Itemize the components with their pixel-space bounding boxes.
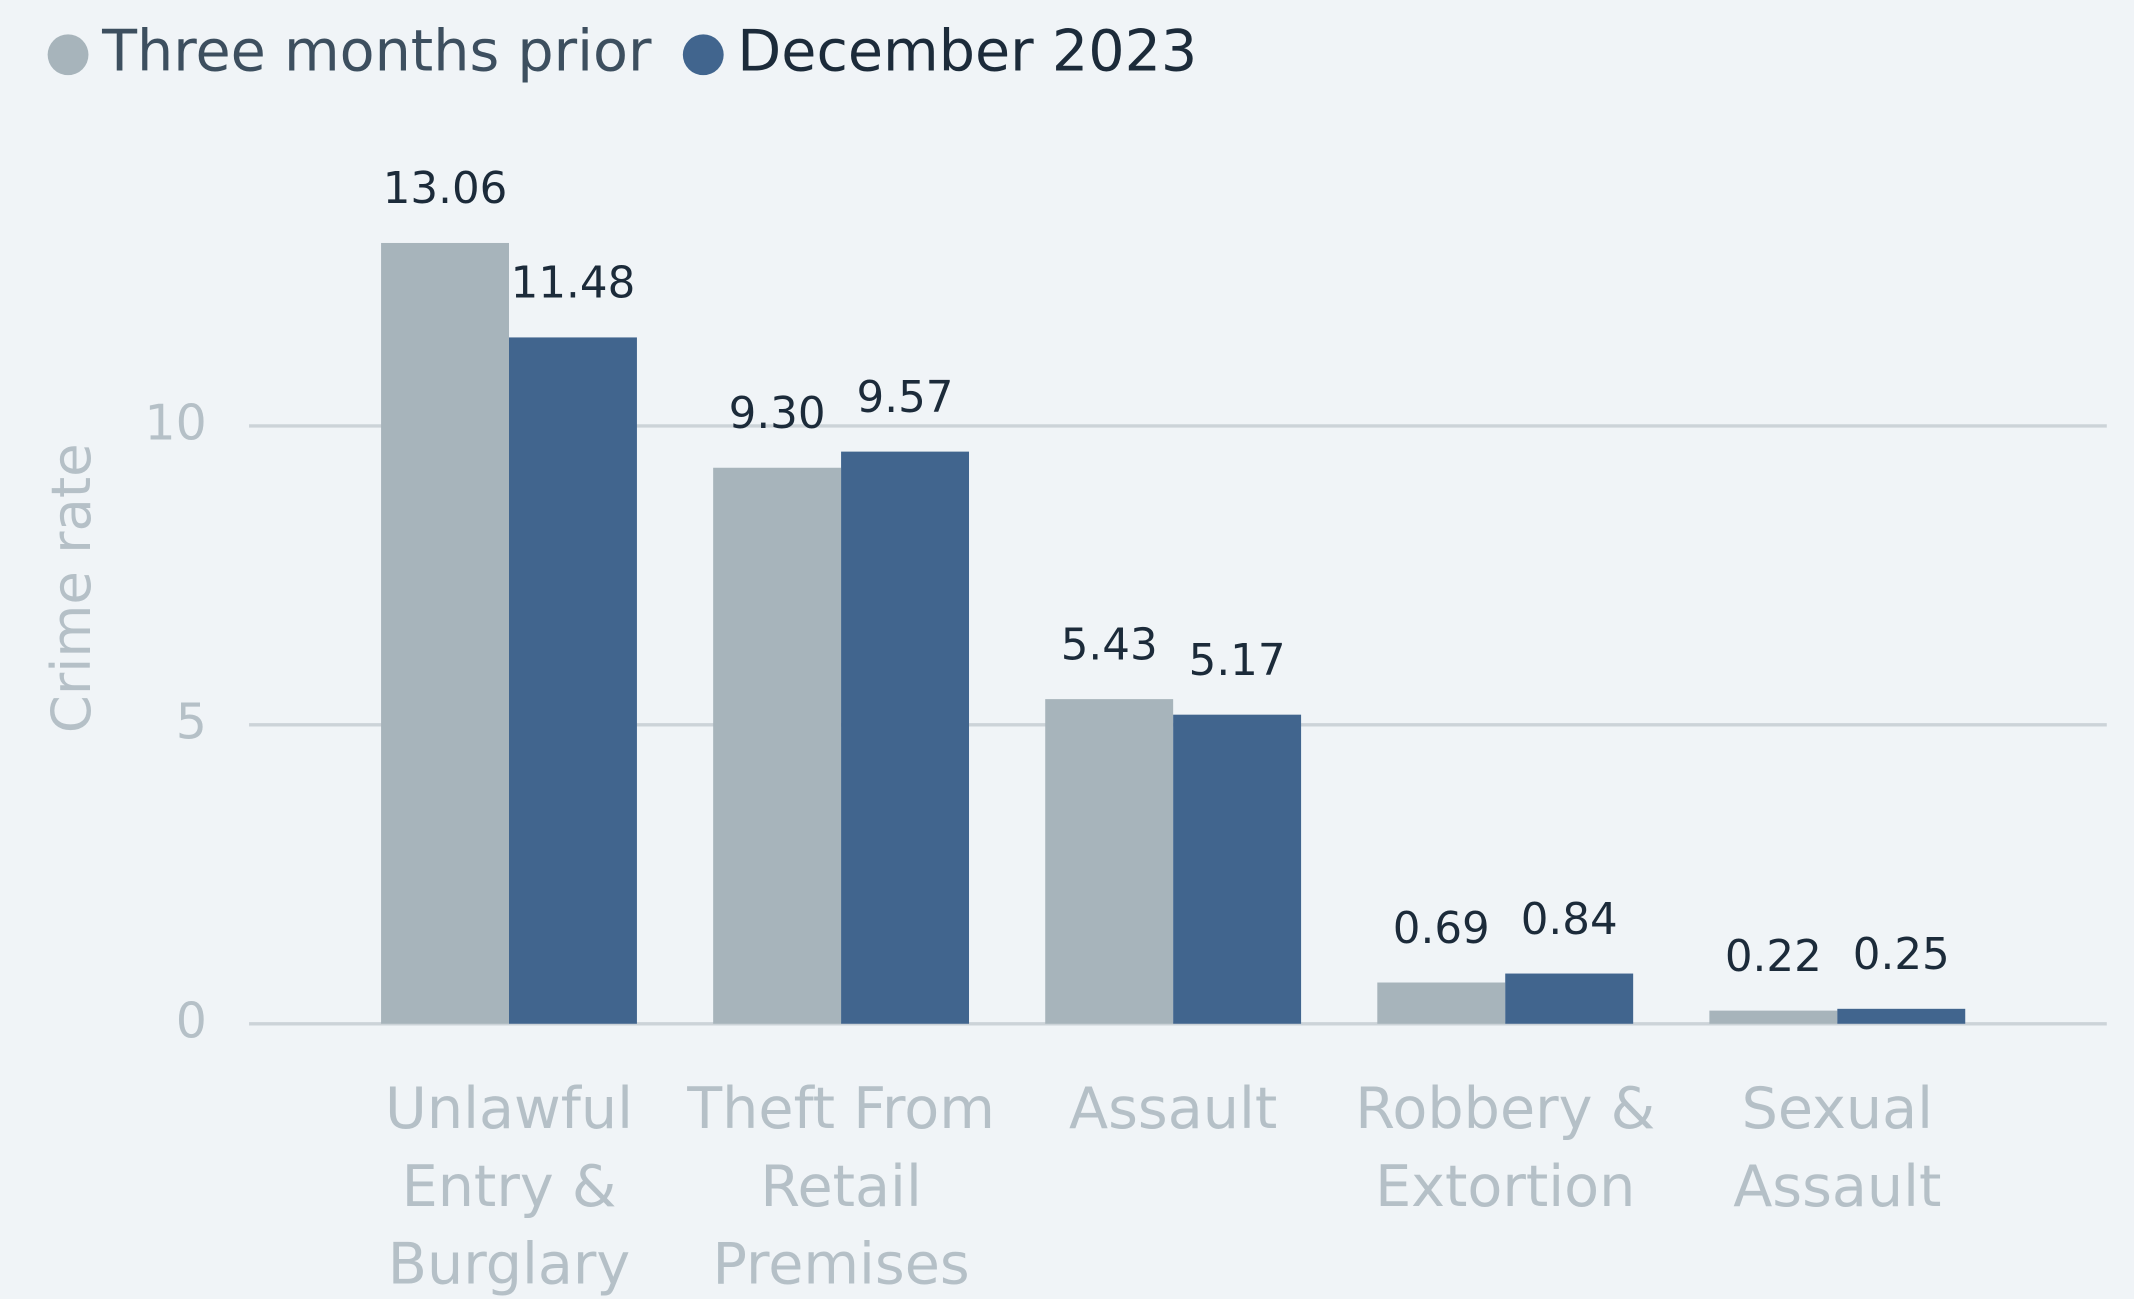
bar bbox=[1173, 714, 1302, 1024]
data-label: 5.17 bbox=[1189, 636, 1286, 686]
y-tick-label: 5 bbox=[176, 693, 207, 750]
data-label: 9.57 bbox=[857, 373, 954, 423]
x-tick-label: Robbery & Extortion bbox=[1355, 1076, 1655, 1220]
legend-label: Three months prior bbox=[101, 18, 652, 84]
legend-label: December 2023 bbox=[737, 18, 1197, 84]
x-tick-label: Sexual Assault bbox=[1733, 1076, 1941, 1220]
data-label: 0.25 bbox=[1853, 930, 1950, 980]
x-tick-label: Assault bbox=[1069, 1076, 1277, 1142]
data-label: 0.84 bbox=[1521, 895, 1618, 945]
data-label: 5.43 bbox=[1061, 620, 1158, 670]
data-label: 0.69 bbox=[1393, 904, 1490, 954]
x-tick-label: Unlawful Entry & Burglary bbox=[385, 1076, 633, 1297]
bar bbox=[381, 242, 510, 1024]
y-tick-label: 10 bbox=[145, 394, 207, 451]
bar bbox=[713, 467, 842, 1024]
y-axis-label: Crime rate bbox=[39, 443, 103, 733]
y-tick-label: 0 bbox=[176, 992, 207, 1049]
bar bbox=[1837, 1008, 1966, 1024]
legend-swatch bbox=[47, 34, 89, 76]
bar bbox=[1377, 982, 1506, 1024]
data-label: 0.22 bbox=[1725, 932, 1822, 982]
bar bbox=[509, 337, 637, 1024]
x-tick-label: Theft From Retail Premises bbox=[686, 1076, 995, 1297]
bar bbox=[841, 451, 970, 1024]
bar bbox=[1505, 973, 1634, 1024]
bar bbox=[1709, 1010, 1838, 1024]
legend-swatch bbox=[682, 34, 724, 76]
data-label: 13.06 bbox=[383, 164, 508, 214]
data-label: 11.48 bbox=[511, 259, 636, 309]
data-label: 9.30 bbox=[729, 389, 826, 439]
bar bbox=[1045, 699, 1174, 1024]
